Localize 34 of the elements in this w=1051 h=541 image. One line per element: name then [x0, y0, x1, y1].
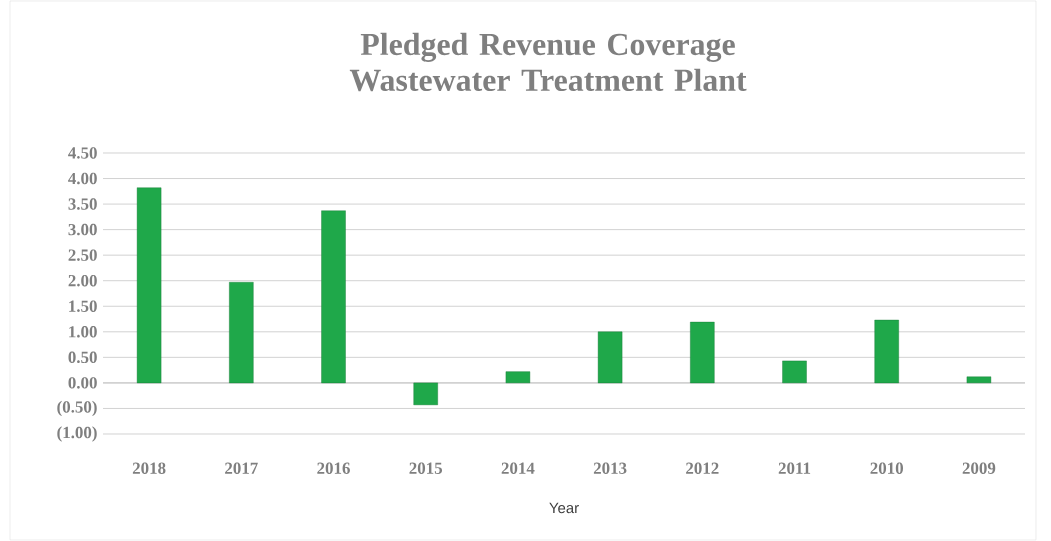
- bar: [782, 360, 807, 384]
- y-tick-label: 3.00: [68, 223, 97, 236]
- x-tick-label: 2013: [593, 462, 627, 474]
- bar: [966, 376, 992, 384]
- y-tick-label: 4.00: [68, 172, 97, 185]
- y-tick-label: 2.00: [68, 274, 97, 287]
- y-tick-label: 0.00: [68, 377, 97, 389]
- y-tick-label: (1.00): [57, 426, 97, 442]
- x-tick-label: 2009: [962, 462, 996, 474]
- x-tick-label: 2012: [686, 462, 719, 474]
- bar: [505, 371, 531, 384]
- bar: [690, 321, 715, 384]
- x-tick-label: 2018: [132, 462, 166, 474]
- y-tick-label: 1.50: [69, 300, 97, 313]
- y-tick-label: 4.50: [68, 147, 97, 159]
- x-tick-label: 2015: [409, 462, 443, 474]
- y-tick-label: 3.50: [68, 198, 97, 210]
- bar: [321, 210, 346, 384]
- x-tick-label: 2010: [870, 462, 904, 474]
- bar: [874, 319, 899, 384]
- x-tick-label: 2017: [225, 462, 258, 474]
- x-axis-title: Year: [549, 502, 579, 514]
- bar: [413, 382, 438, 406]
- x-tick-label: 2014: [501, 462, 535, 474]
- bar: [136, 187, 162, 384]
- chart-title: Pledged Revenue Coverage Wastewater Treatment Plant: [349, 32, 747, 92]
- y-tick-label: 2.50: [68, 249, 97, 261]
- x-tick-label: 2011: [778, 462, 811, 474]
- bar: [597, 331, 623, 384]
- y-tick-label: (0.50): [57, 400, 97, 417]
- y-tick-label: 1.00: [69, 326, 97, 338]
- bar: [229, 282, 254, 384]
- y-tick-label: 0.50: [68, 351, 97, 364]
- x-tick-label: 2016: [317, 462, 350, 474]
